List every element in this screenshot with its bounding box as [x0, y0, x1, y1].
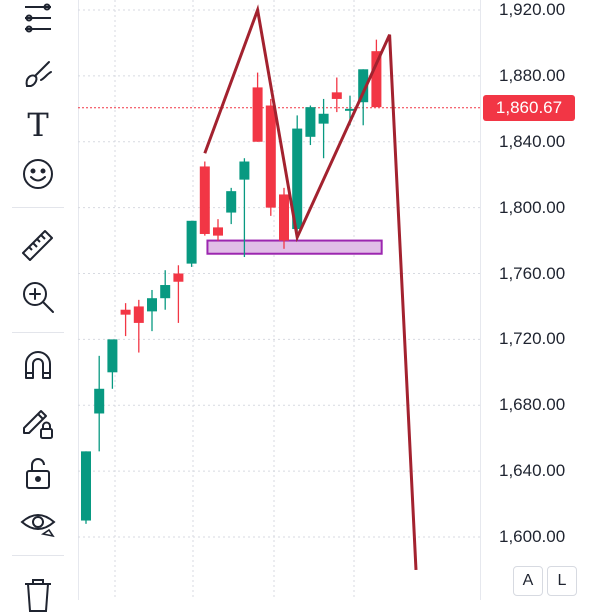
- price-tick-label: 1,760.00: [499, 263, 566, 283]
- candle-body: [318, 113, 329, 124]
- magnet-icon: [19, 348, 57, 386]
- tool-lock-drawing[interactable]: [14, 399, 62, 443]
- candle-body: [186, 220, 197, 264]
- candle-body: [81, 451, 91, 521]
- candle-body: [133, 306, 144, 323]
- price-axis[interactable]: 1,860.67 A L 1,920.00 1,880.00 1,840.00 1,8…: [480, 0, 600, 600]
- candle-body: [265, 105, 276, 208]
- pattern-polyline-drawing: [203, 4, 418, 571]
- candle-body: [226, 191, 237, 213]
- tool-ruler[interactable]: [14, 222, 62, 266]
- drawing-toolbar: T: [0, 0, 79, 612]
- price-tick-label: 1,720.00: [499, 329, 566, 349]
- trash-icon: [19, 575, 57, 613]
- candle-body: [107, 339, 118, 373]
- candle-body: [94, 388, 105, 414]
- tool-visibility[interactable]: [14, 501, 62, 545]
- candle-body: [213, 227, 223, 236]
- candle-body: [239, 161, 250, 180]
- candle-body: [147, 298, 157, 312]
- toolbar-separator: [12, 207, 64, 208]
- candle-body: [279, 194, 289, 241]
- candle-body: [160, 285, 171, 299]
- tool-lines[interactable]: [14, 0, 62, 44]
- tool-lock[interactable]: [14, 451, 62, 495]
- unlock-icon: [19, 454, 57, 492]
- auto-scale-button[interactable]: A: [513, 566, 543, 596]
- price-tick-label: 1,680.00: [499, 395, 566, 415]
- candle-body: [199, 166, 210, 234]
- tool-zoom[interactable]: [14, 275, 62, 319]
- text-icon: T: [27, 106, 49, 144]
- candle-body: [292, 128, 303, 230]
- price-tick-label: 1,640.00: [499, 461, 566, 481]
- toolbar-separator: [12, 555, 64, 556]
- log-scale-button[interactable]: L: [547, 566, 577, 596]
- price-tick-label: 1,840.00: [499, 131, 566, 151]
- tool-emoji[interactable]: [14, 152, 62, 196]
- rectangle-drawing: [206, 239, 383, 255]
- candle-body: [358, 69, 369, 103]
- tool-text[interactable]: T: [14, 103, 62, 147]
- chart-area[interactable]: [78, 0, 480, 600]
- candle-body: [305, 107, 316, 137]
- tool-brush[interactable]: [14, 53, 62, 97]
- candle-body: [371, 51, 382, 108]
- smiley-icon: [19, 155, 57, 193]
- tool-magnet[interactable]: [14, 345, 62, 389]
- eye-icon: [19, 504, 57, 542]
- candle-body: [173, 273, 184, 282]
- ruler-icon: [19, 225, 57, 263]
- tool-delete[interactable]: [14, 572, 62, 616]
- candlestick-chart[interactable]: [78, 0, 480, 600]
- zoom-in-icon: [19, 278, 57, 316]
- candle-body: [345, 108, 355, 111]
- toolbar-separator: [12, 332, 64, 333]
- brush-icon: [19, 56, 57, 94]
- candle-body: [120, 309, 131, 315]
- lock-drawing-icon: [19, 402, 57, 440]
- price-tick-label: 1,880.00: [499, 65, 566, 85]
- price-tick-label: 1,600.00: [499, 527, 566, 546]
- price-tick-label: 1,920.00: [499, 0, 566, 19]
- candle-body: [331, 92, 342, 99]
- fib-lines-icon: [19, 3, 57, 41]
- candle-body: [252, 87, 263, 142]
- last-price-label: 1,860.67: [483, 94, 575, 121]
- price-tick-label: 1,800.00: [499, 197, 566, 217]
